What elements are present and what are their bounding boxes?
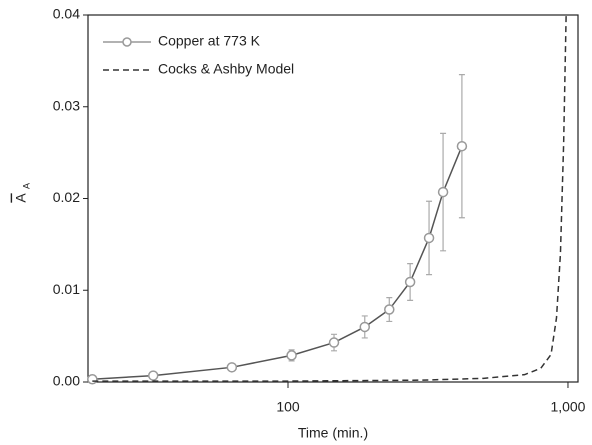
marker <box>328 337 340 348</box>
y-tick-label: 0.01 <box>53 281 80 297</box>
x-tick-label: 1,000 <box>550 399 585 415</box>
y-tick-label: 0.00 <box>53 373 80 389</box>
series-line <box>92 14 567 382</box>
legend-label: Copper at 773 K <box>158 33 261 49</box>
y-tick-label: 0.04 <box>53 6 80 22</box>
marker <box>404 276 416 288</box>
y-tick-label: 0.02 <box>53 189 80 205</box>
y-axis-label-subscript: A <box>21 183 31 189</box>
x-tick-label: 100 <box>276 399 300 415</box>
series-line <box>92 145 463 380</box>
marker <box>87 373 98 385</box>
marker <box>226 362 238 373</box>
marker <box>384 304 395 315</box>
legend-marker <box>122 37 132 47</box>
y-axis-label: A <box>13 193 29 203</box>
x-axis-label: Time (min.) <box>298 425 368 441</box>
marker <box>286 350 297 361</box>
y-axis-label-group: A A <box>13 183 32 203</box>
marker <box>423 232 435 244</box>
marker <box>456 140 468 152</box>
marker <box>437 186 449 198</box>
y-tick-label: 0.03 <box>53 97 80 113</box>
marker <box>359 321 371 333</box>
marker <box>147 370 159 381</box>
legend-label: Cocks & Ashby Model <box>158 61 294 77</box>
